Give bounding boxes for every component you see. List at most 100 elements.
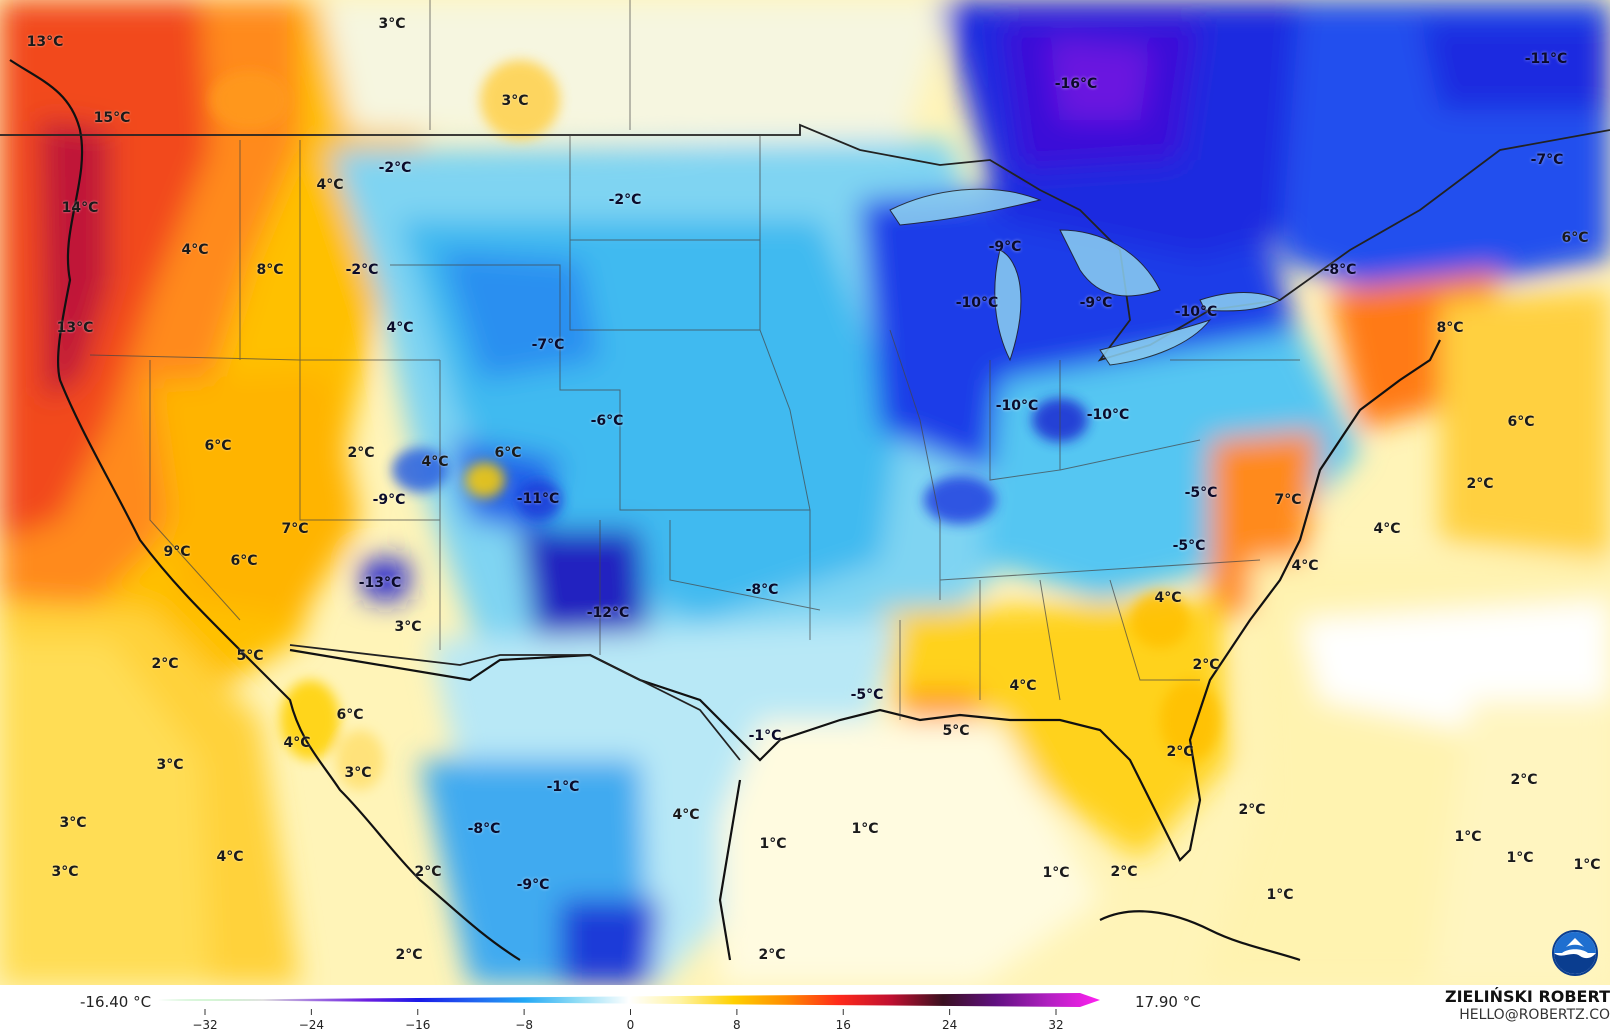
temperature-label: -8°C [1323,262,1357,278]
temperature-label: 4°C [1373,521,1401,537]
state-borders [89,0,1300,720]
scale-tick-label: 32 [1048,1018,1064,1032]
author-email: HELLO@ROBERTZ.CO [1459,1007,1610,1023]
temperature-label: 3°C [378,16,406,32]
temperature-label: 2°C [1110,864,1138,880]
legend-min-value: -16.40 °C [80,993,152,1011]
temperature-label: 7°C [1274,492,1302,508]
temperature-label: -9°C [1079,295,1113,311]
temperature-label: 7°C [281,521,309,537]
temperature-label: 3°C [156,757,184,773]
temperature-label: 2°C [347,445,375,461]
temperature-label: 1°C [1266,887,1294,903]
temperature-label: 4°C [283,735,311,751]
temperature-label: -9°C [988,239,1022,255]
legend-bar: -16.40 °C −32 −24 −16 −8 0 8 16 24 32 17.90 °C Z… [0,985,1610,1035]
temperature-label: 8°C [1436,320,1464,336]
temperature-label: 3°C [501,93,529,109]
temperature-label: 4°C [672,807,700,823]
noaa-logo-icon [1552,930,1598,976]
temperature-detail [210,60,1220,790]
temperature-label: -6°C [590,413,624,429]
temperature-label: 1°C [1454,829,1482,845]
temperature-label: -16°C [1054,76,1098,92]
temperature-label: 2°C [1510,772,1538,788]
temperature-label: 3°C [59,815,87,831]
scale-tick-label: 16 [835,1018,851,1032]
temperature-label: 1°C [1573,857,1601,873]
temperature-label: -5°C [1184,485,1218,501]
temperature-label: 2°C [758,947,786,963]
temperature-label: 6°C [230,553,258,569]
temperature-label: 1°C [1042,865,1070,881]
legend-max-value: 17.90 °C [1135,993,1201,1011]
temperature-label: 6°C [494,445,522,461]
temperature-label: -7°C [1530,152,1564,168]
temperature-label: 13°C [56,320,94,336]
temperature-label: 1°C [1506,850,1534,866]
temperature-label: -7°C [531,337,565,353]
temperature-label: 4°C [421,454,449,470]
temperature-label: -13°C [358,575,402,591]
color-scale [158,993,1100,1015]
temperature-label: 4°C [386,320,414,336]
temperature-label: -5°C [850,687,884,703]
temperature-label: 1°C [759,836,787,852]
temperature-label: 9°C [163,544,191,560]
scale-tick-label: 24 [941,1018,958,1032]
temperature-label: 15°C [93,110,131,126]
temperature-label: -8°C [467,821,501,837]
temperature-label: 5°C [236,648,264,664]
temperature-label: -11°C [516,491,560,507]
temperature-label: 6°C [204,438,232,454]
temperature-label: 2°C [414,864,442,880]
temperature-label: 6°C [1561,230,1589,246]
temperature-label: 4°C [316,177,344,193]
temperature-label: 2°C [1238,802,1266,818]
temperature-label: 4°C [216,849,244,865]
temperature-label: -5°C [1172,538,1206,554]
temperature-label: 4°C [1009,678,1037,694]
temperature-map: 13°C 3°C 3°C 15°C -16°C -11°C -7°C -2°C 4°C 14°C -… [0,0,1610,985]
temperature-label: -12°C [586,605,630,621]
coastlines [9,59,1441,962]
temperature-label: 13°C [26,34,64,50]
map-canvas [0,0,1610,985]
temperature-label: -2°C [345,262,379,278]
temperature-label: -10°C [995,398,1039,414]
temperature-label: 2°C [1466,476,1494,492]
temperature-label: 3°C [394,619,422,635]
temperature-label: -2°C [608,192,642,208]
temperature-label: 4°C [181,242,209,258]
temperature-label: 8°C [256,262,284,278]
temperature-label: 2°C [1192,657,1220,673]
scale-tick-label: 0 [626,1018,635,1032]
temperature-label: -1°C [748,728,782,744]
temperature-label: -10°C [955,295,999,311]
color-scale-bar [158,993,1100,1007]
temperature-label: 6°C [336,707,364,723]
temperature-label: 4°C [1291,558,1319,574]
temperature-label: -11°C [1524,51,1568,67]
temperature-label: -10°C [1174,304,1218,320]
temperature-label: -9°C [372,492,406,508]
temperature-label: 2°C [1166,744,1194,760]
temperature-label: 2°C [395,947,423,963]
scale-tick-label: −16 [405,1018,431,1032]
scale-tick-label: −8 [515,1018,533,1032]
temperature-label: 5°C [942,723,970,739]
author-credit: ZIELIŃSKI ROBERT [1444,987,1610,1006]
temperature-label: 3°C [344,765,372,781]
temperature-label: 3°C [51,864,79,880]
scale-tick-label: −24 [298,1018,325,1032]
temperature-label: 14°C [61,200,99,216]
temperature-label: -1°C [546,779,580,795]
scale-tick-label: 8 [733,1018,741,1032]
temperature-label: -9°C [516,877,550,893]
great-lakes [889,188,1282,366]
temperature-fields [0,0,1610,985]
temperature-label: 6°C [1507,414,1535,430]
temperature-label: -10°C [1086,407,1130,423]
scale-tick-label: −32 [192,1018,218,1032]
temperature-label: 4°C [1154,590,1182,606]
